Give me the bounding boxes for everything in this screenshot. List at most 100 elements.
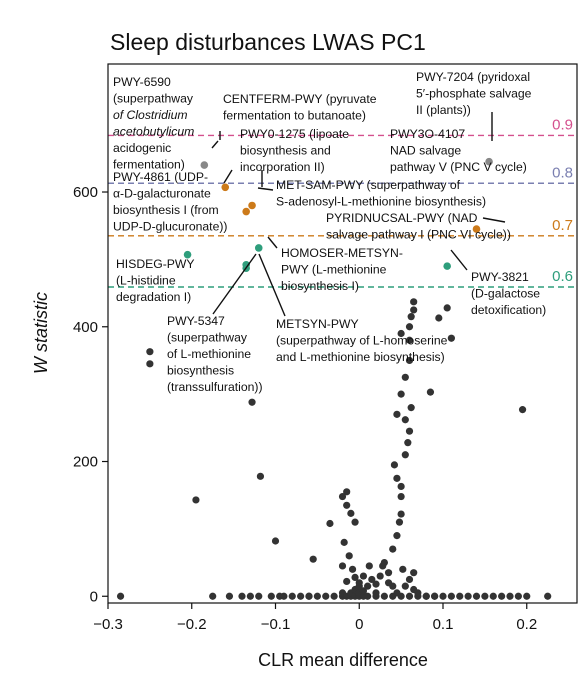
annotation-12: METSYN-PWY (superpathway of L-homoserine a… [258, 253, 448, 364]
threshold-label-1: 0.8 [552, 164, 573, 181]
highlight-point-10 [443, 262, 451, 270]
data-point-113 [518, 406, 527, 414]
annotation-leader-6 [257, 187, 274, 191]
annotation-10: PWY-3821 (D-galactose detoxification) [450, 249, 546, 317]
data-point-67 [343, 577, 351, 586]
annotation-0: PWY-6590 (superpathway of Clostridium aceto… [113, 75, 219, 172]
data-point-81 [397, 492, 405, 501]
data-point-99 [414, 589, 422, 597]
data-point-20 [326, 519, 334, 528]
highlight-point-3 [248, 201, 256, 210]
data-point-82 [397, 482, 405, 491]
data-point-109 [435, 314, 443, 322]
annotation-line: (superpathway of L-homoserine [276, 334, 448, 348]
annotation-line: HISDEG-PWY [116, 257, 195, 271]
annotation-line: of Clostridium [113, 108, 188, 122]
annotation-11: PWY-5347 (superpathway of L-methionine bios… [167, 253, 263, 394]
x-tick-label: 0.2 [516, 616, 537, 633]
data-point-41 [405, 592, 414, 600]
data-point-105 [405, 323, 414, 331]
data-point-5 [225, 592, 234, 600]
annotation-line: biosynthesis [167, 364, 234, 378]
data-point-79 [395, 518, 404, 526]
annotation-line: (superpathway [167, 331, 248, 345]
annotation-line: PWY-7204 (pyridoxal [416, 70, 530, 84]
annotation-line: salvage pathway I (PNC VI cycle)) [326, 228, 511, 242]
annotation-line: CENTFERM-PWY (pyruvate [223, 92, 377, 106]
annotation-leader-5 [223, 169, 233, 184]
annotation-line: 5′-phosphate salvage [416, 87, 532, 101]
data-point-61 [351, 518, 359, 526]
highlight-point-1 [485, 157, 493, 166]
data-point-88 [401, 416, 409, 424]
data-point-57 [343, 488, 351, 496]
data-point-97 [405, 575, 414, 584]
y-axis-title: W statistic [31, 292, 51, 374]
annotation-8: HOMOSER-METSYN- PWY (L-methionine biosynth… [267, 236, 403, 293]
y-tick-label: 0 [90, 588, 98, 605]
annotation-line: pathway V (PNC V cycle) [390, 160, 527, 174]
x-tick-label: 0.1 [433, 616, 454, 633]
annotation-6: MET-SAM-PWY (superpathway of S-adenosyl-L… [257, 178, 486, 209]
data-point-1 [146, 348, 154, 356]
data-point-14 [280, 592, 288, 600]
threshold-lines: 0.9 0.8 0.7 0.6 [108, 116, 577, 288]
data-point-15 [288, 592, 296, 600]
threshold-label-0: 0.9 [552, 116, 573, 133]
data-point-54 [514, 592, 522, 600]
annotation-leader-10 [450, 249, 468, 271]
annotation-line: METSYN-PWY [276, 317, 359, 331]
data-point-66 [351, 573, 359, 581]
data-point-100 [393, 589, 401, 597]
x-tick-label: 0 [355, 616, 363, 633]
data-point-77 [389, 545, 397, 553]
data-point-3 [192, 496, 200, 504]
annotation-line: PWY3O-4107 [390, 127, 465, 141]
annotation-line: NAD salvage [390, 144, 461, 158]
data-point-12 [271, 537, 280, 545]
annotation-line: and L-methionine biosynthesis) [276, 350, 445, 364]
annotation-line: PWY0-1275 (lipoate [240, 127, 349, 141]
y-axis-ticks: 0 200 400 600 [73, 184, 108, 605]
annotation-5: PWY-4861 (UDP-α-D-galacturonate biosynthe… [113, 169, 233, 234]
y-tick-label: 400 [73, 319, 98, 336]
annotation-leader-0 [211, 140, 219, 149]
data-point-86 [404, 439, 412, 447]
data-point-65 [348, 565, 357, 573]
data-point-108 [410, 298, 418, 306]
annotation-line: PWY-3821 [471, 270, 529, 284]
data-point-33 [359, 587, 368, 595]
data-point-19 [322, 592, 330, 600]
data-point-37 [372, 589, 380, 597]
annotation-line: incorporation II) [240, 160, 325, 174]
data-point-110 [443, 304, 451, 312]
annotation-line: UDP-D-glucuronate)) [113, 220, 227, 234]
data-point-104 [397, 329, 405, 338]
data-point-9 [255, 592, 263, 600]
data-point-115 [305, 592, 313, 600]
highlight-point-4 [242, 207, 250, 216]
data-point-96 [401, 582, 409, 590]
data-point-2 [146, 360, 154, 368]
data-point-47 [456, 592, 464, 600]
data-point-117 [431, 592, 439, 600]
annotation-line: detoxification) [471, 303, 546, 317]
data-point-56 [544, 592, 552, 600]
data-point-10 [256, 472, 265, 480]
data-point-50 [481, 592, 489, 600]
annotation-line: PWY (L-methionine [281, 263, 387, 277]
annotation-line: fermentation) [113, 158, 185, 172]
annotation-line: of L-methionine [167, 347, 251, 361]
data-point-112 [426, 388, 435, 396]
data-point-76 [384, 569, 393, 577]
x-tick-label: −0.2 [177, 616, 207, 633]
data-point-52 [498, 592, 506, 600]
data-point-85 [401, 451, 409, 459]
chart-title: Sleep disturbances LWAS PC1 [110, 29, 426, 55]
x-axis-title: CLR mean difference [258, 650, 428, 670]
annotation-line: biosynthesis and [240, 144, 331, 158]
annotation-9: HISDEG-PWY (L-histidine degradation I) [116, 257, 195, 304]
data-point-91 [401, 373, 409, 381]
annotation-line: PWY-5347 [167, 314, 225, 328]
data-point-18 [313, 592, 321, 600]
